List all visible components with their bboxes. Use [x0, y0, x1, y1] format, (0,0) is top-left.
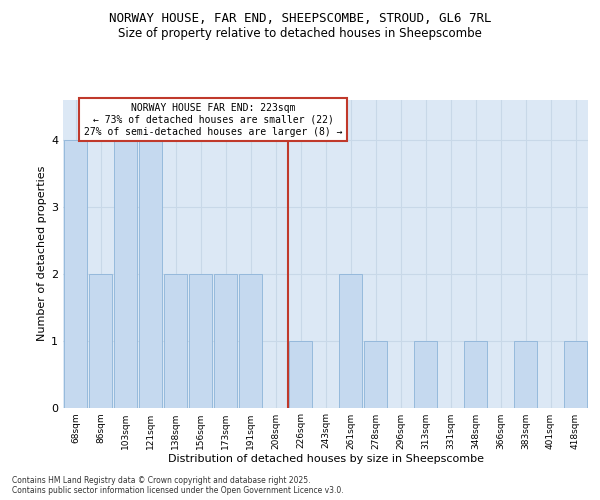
Text: NORWAY HOUSE, FAR END, SHEEPSCOMBE, STROUD, GL6 7RL: NORWAY HOUSE, FAR END, SHEEPSCOMBE, STRO…	[109, 12, 491, 26]
Bar	[239, 274, 262, 407]
Bar	[464, 340, 487, 407]
Bar	[164, 274, 187, 407]
Bar	[364, 340, 387, 407]
Bar	[64, 140, 87, 407]
Bar	[414, 340, 437, 407]
Bar	[89, 274, 112, 407]
Bar	[339, 274, 362, 407]
Bar	[514, 340, 537, 407]
Text: Size of property relative to detached houses in Sheepscombe: Size of property relative to detached ho…	[118, 28, 482, 40]
Bar	[564, 340, 587, 407]
Y-axis label: Number of detached properties: Number of detached properties	[37, 166, 47, 342]
Bar	[114, 140, 137, 407]
Bar	[214, 274, 237, 407]
Text: NORWAY HOUSE FAR END: 223sqm
← 73% of detached houses are smaller (22)
27% of se: NORWAY HOUSE FAR END: 223sqm ← 73% of de…	[84, 104, 342, 136]
X-axis label: Distribution of detached houses by size in Sheepscombe: Distribution of detached houses by size …	[167, 454, 484, 464]
Bar	[189, 274, 212, 407]
Bar	[289, 340, 312, 407]
Text: Contains HM Land Registry data © Crown copyright and database right 2025.
Contai: Contains HM Land Registry data © Crown c…	[12, 476, 344, 495]
Bar	[139, 140, 162, 407]
